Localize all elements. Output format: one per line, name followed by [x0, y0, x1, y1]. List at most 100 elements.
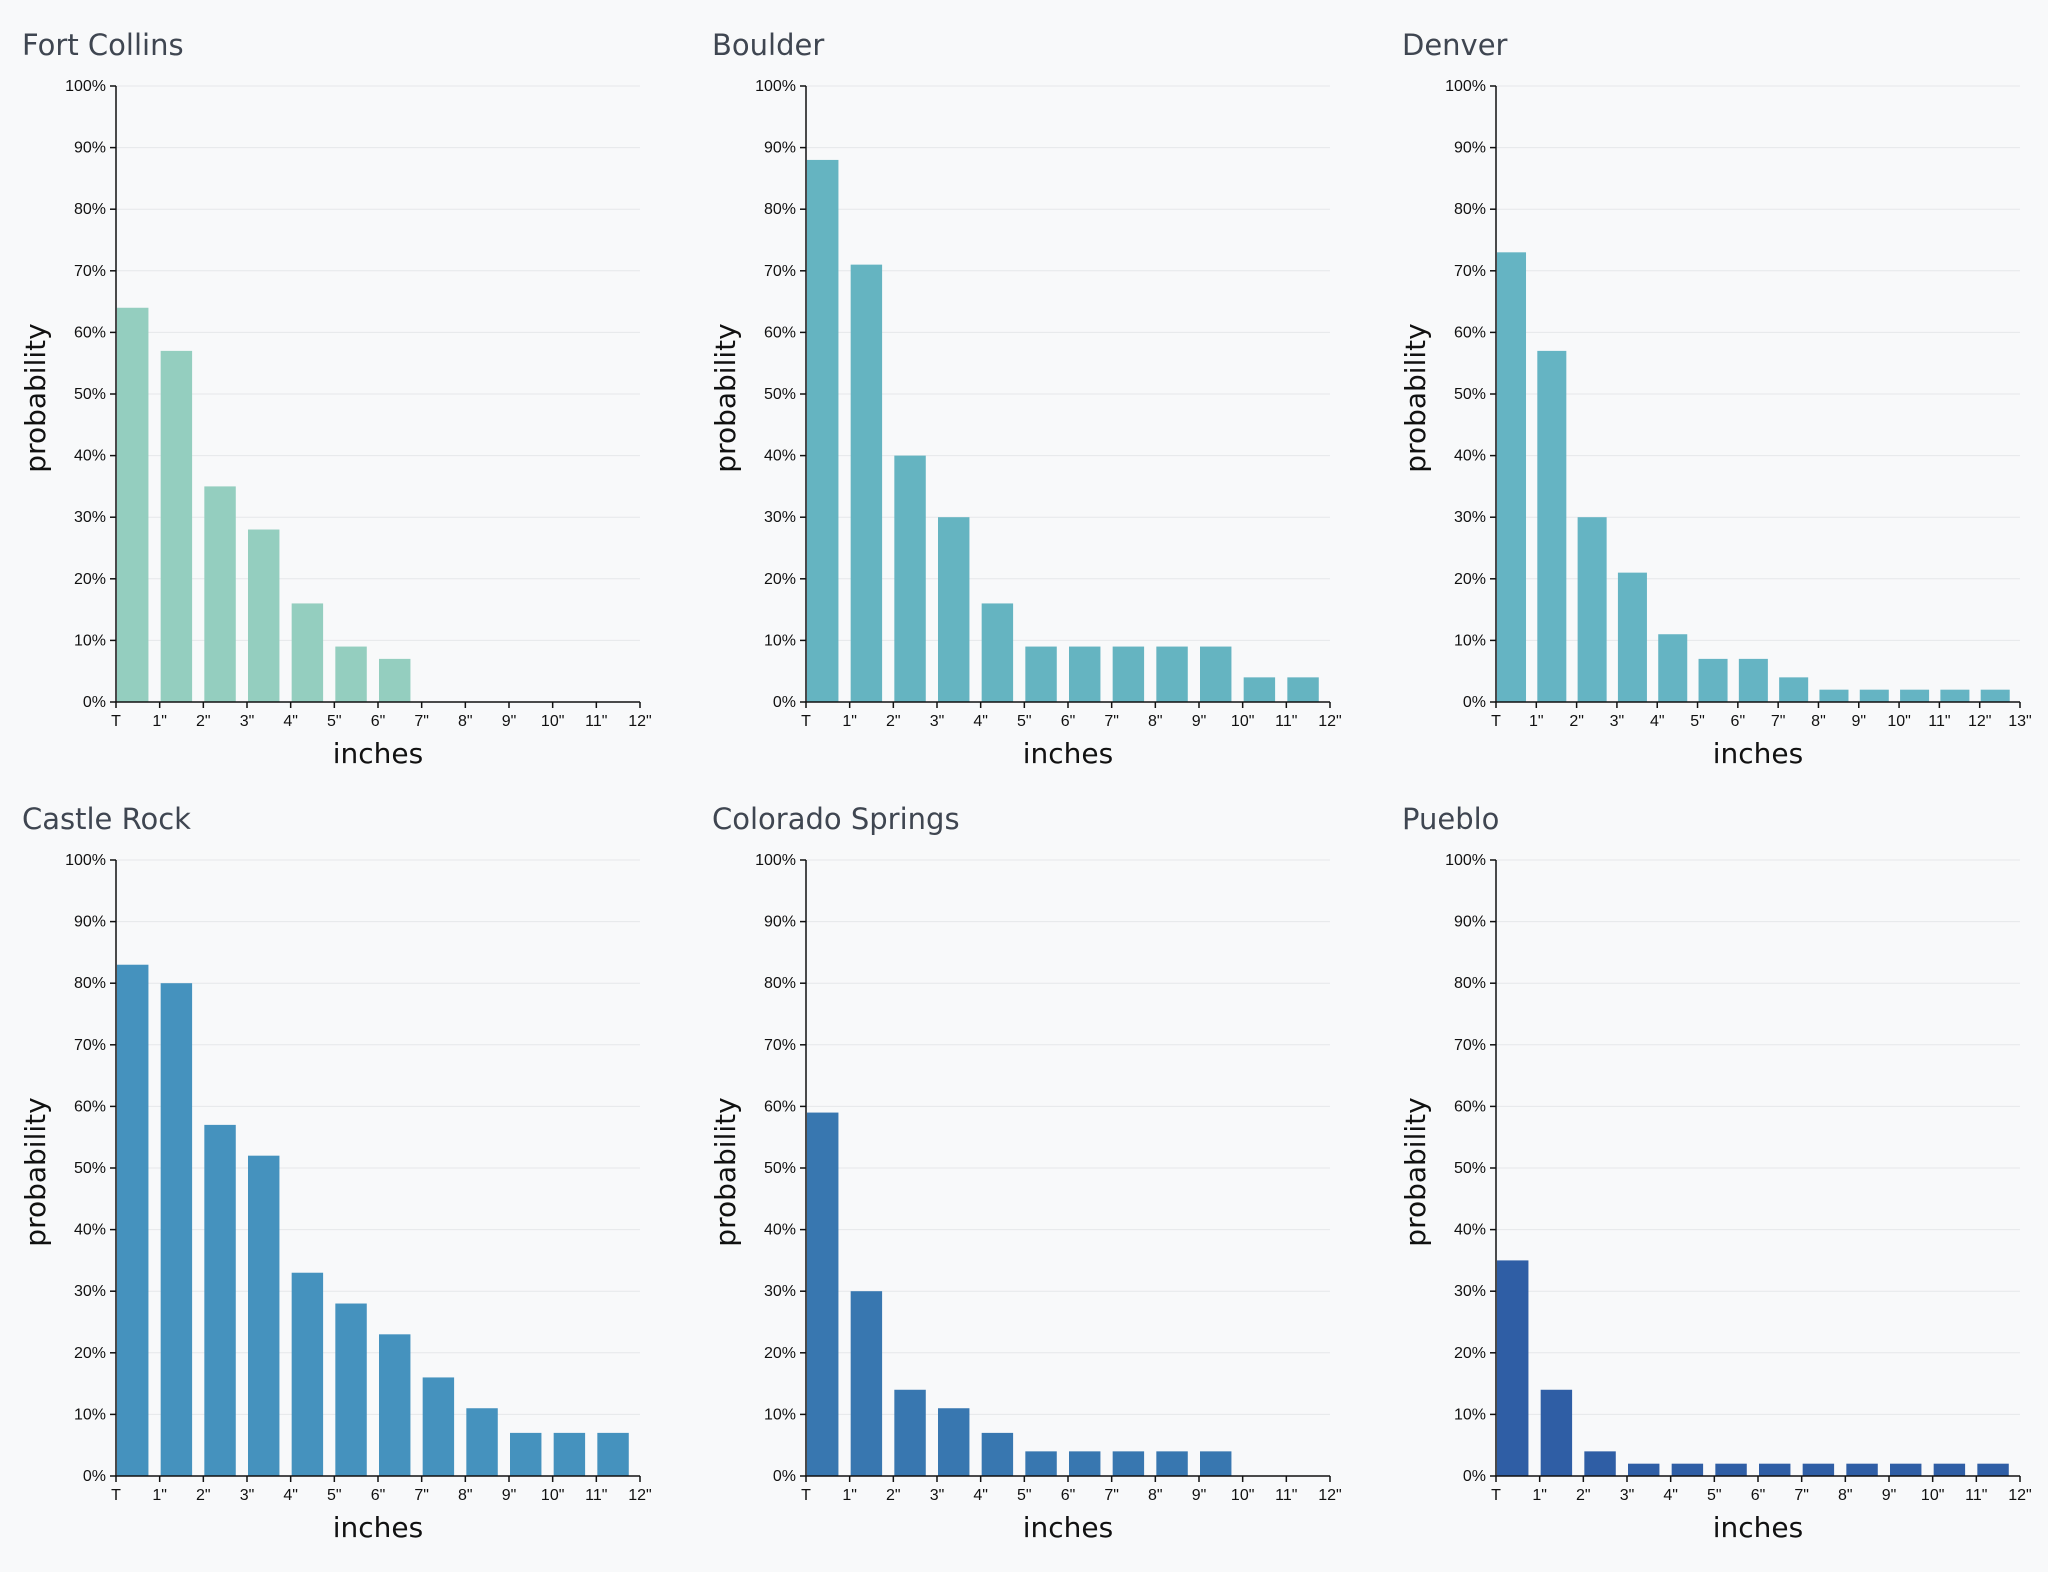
y-tick-label: 70%: [74, 1037, 106, 1054]
x-tick-label: 4": [283, 713, 298, 730]
bar: [597, 1432, 629, 1476]
y-tick-label: 80%: [1454, 975, 1486, 992]
x-tick-label: 9": [502, 1487, 517, 1504]
x-tick-label: 3": [1620, 1487, 1635, 1504]
y-tick-label: 20%: [1454, 1345, 1486, 1362]
x-tick-label: 2": [1569, 713, 1584, 730]
y-tick-label: 100%: [65, 852, 106, 869]
y-tick-label: 0%: [773, 694, 796, 711]
y-tick-label: 80%: [764, 201, 796, 218]
bar: [1584, 1451, 1616, 1476]
x-tick-label: 10": [1921, 1487, 1944, 1504]
x-tick-label: 2": [1576, 1487, 1591, 1504]
x-tick-label: 7": [1771, 713, 1786, 730]
x-tick-label: T: [111, 713, 121, 730]
x-tick-label: 6": [1751, 1487, 1766, 1504]
bar: [1200, 646, 1232, 702]
bar: [1112, 1451, 1145, 1476]
x-tick-label: 5": [327, 713, 342, 730]
x-tick-label: 6": [1061, 1487, 1076, 1504]
x-tick-label: 3": [1610, 713, 1625, 730]
y-tick-label: 70%: [74, 263, 106, 280]
chart-panel-pueblo: Pueblo 0% 10% 20% 30% 40% 50% 60% 70% 80% 90% 100%…: [1380, 774, 2048, 1554]
y-tick-label: 40%: [764, 448, 796, 465]
y-tick-label: 50%: [1454, 386, 1486, 403]
y-tick-label: 0%: [83, 694, 106, 711]
x-tick-label: T: [1491, 1487, 1501, 1504]
x-tick-label: 11": [1275, 713, 1297, 730]
y-tick-label: 50%: [74, 1160, 106, 1177]
y-tick-label: 30%: [764, 1283, 796, 1300]
bar: [1779, 677, 1809, 702]
bar: [1738, 658, 1768, 702]
bar: [379, 1334, 411, 1476]
y-tick-label: 50%: [764, 386, 796, 403]
y-tick-label: 90%: [74, 914, 106, 931]
y-axis-title: probability: [19, 1097, 52, 1246]
bar: [1802, 1463, 1835, 1476]
y-tick-label: 100%: [1445, 852, 1486, 869]
bar: [335, 646, 367, 702]
y-tick-label: 70%: [764, 1037, 796, 1054]
x-tick-label: T: [801, 713, 811, 730]
bar: [981, 1432, 1014, 1476]
chart-title: Colorado Springs: [712, 802, 960, 836]
y-tick-label: 40%: [1454, 1222, 1486, 1239]
y-tick-label: 60%: [1454, 324, 1486, 341]
y-tick-label: 90%: [764, 914, 796, 931]
bar: [1628, 1463, 1660, 1476]
x-axis-title: inches: [1023, 737, 1113, 770]
x-tick-label: 13": [2008, 713, 2031, 730]
x-tick-label: 4": [283, 1487, 298, 1504]
y-tick-label: 60%: [74, 1098, 106, 1115]
x-tick-label: 12": [2008, 1487, 2031, 1504]
x-tick-label: 8": [458, 1487, 473, 1504]
bar: [379, 658, 411, 702]
x-tick-label: 9": [1192, 1487, 1207, 1504]
x-tick-label: 3": [930, 1487, 945, 1504]
bar-chart: 0% 10% 20% 30% 40% 50% 60% 70% 80% 90% 100% T 1" 2" 3"…: [709, 852, 1342, 1544]
bar: [1069, 646, 1101, 702]
x-tick-label: 1": [842, 1487, 857, 1504]
y-tick-label: 90%: [1454, 140, 1486, 157]
bar: [248, 1155, 280, 1476]
x-tick-label: 5": [1707, 1487, 1722, 1504]
y-tick-label: 0%: [83, 1468, 106, 1485]
bar: [1243, 677, 1276, 702]
x-axis-title: inches: [1713, 737, 1803, 770]
x-tick-label: T: [1491, 713, 1501, 730]
x-tick-label: 11": [1928, 713, 1950, 730]
x-tick-label: 5": [1690, 713, 1705, 730]
x-tick-label: 6": [1731, 713, 1746, 730]
bar: [1977, 1463, 2009, 1476]
y-tick-label: 80%: [1454, 201, 1486, 218]
x-tick-label: 4": [973, 1487, 988, 1504]
y-tick-label: 60%: [1454, 1098, 1486, 1115]
y-tick-label: 50%: [764, 1160, 796, 1177]
y-tick-label: 100%: [755, 78, 796, 95]
bar: [1940, 689, 1970, 702]
y-tick-label: 90%: [1454, 914, 1486, 931]
x-tick-label: 10": [1231, 1487, 1254, 1504]
y-axis-title: probability: [1399, 1097, 1432, 1246]
x-tick-label: 6": [371, 713, 386, 730]
x-tick-label: 8": [1838, 1487, 1853, 1504]
y-tick-label: 40%: [1454, 448, 1486, 465]
y-tick-label: 100%: [1445, 78, 1486, 95]
x-tick-label: 9": [1192, 713, 1207, 730]
x-tick-label: 11": [585, 1487, 607, 1504]
chart-title: Fort Collins: [22, 28, 184, 62]
y-tick-label: 0%: [1463, 694, 1486, 711]
x-axis-title: inches: [1713, 1511, 1803, 1544]
x-tick-label: T: [111, 1487, 121, 1504]
bar: [1819, 689, 1849, 702]
y-tick-label: 10%: [1454, 632, 1486, 649]
x-tick-label: 12": [1968, 713, 1991, 730]
x-tick-label: 6": [371, 1487, 386, 1504]
y-tick-label: 10%: [1454, 1406, 1486, 1423]
x-tick-label: 2": [196, 1487, 211, 1504]
x-tick-label: 12": [628, 1487, 651, 1504]
chart-title: Denver: [1402, 28, 1508, 62]
bar: [117, 307, 149, 702]
bar: [807, 1112, 839, 1476]
